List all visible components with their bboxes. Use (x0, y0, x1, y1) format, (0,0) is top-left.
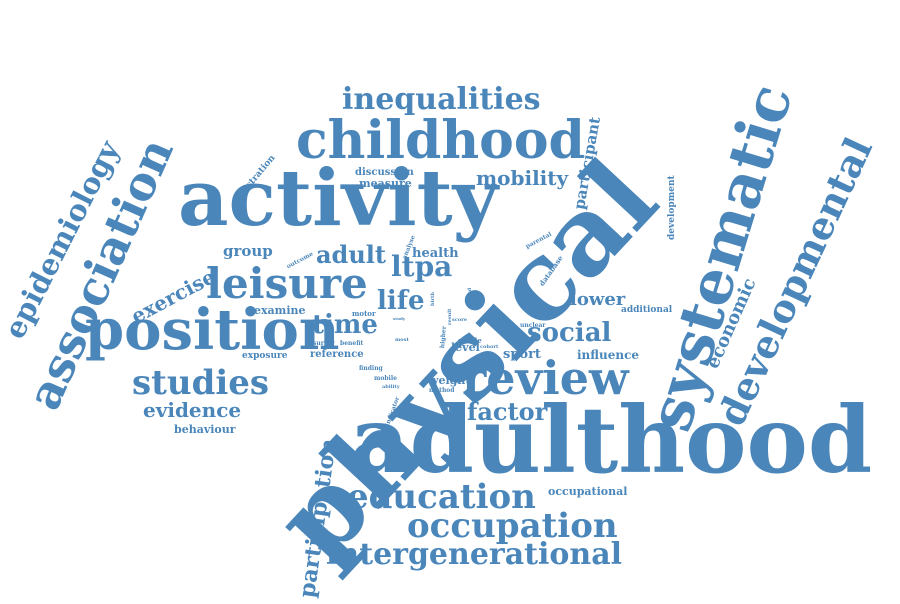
word-benefit: benefit (340, 340, 364, 347)
word-review: review (462, 351, 629, 405)
word-stable: stable (458, 336, 482, 345)
word-lower: lower (570, 289, 626, 310)
word-position: position (85, 297, 340, 363)
word-evidence: evidence (143, 398, 242, 422)
word-group: group (223, 242, 273, 260)
word-sport: sport (503, 347, 541, 362)
word-method: method (429, 387, 455, 394)
word-mobility: mobility (476, 166, 569, 190)
word-ltpa: ltpa (391, 250, 453, 283)
word-social: social (527, 318, 612, 348)
word-life: life (377, 286, 425, 316)
word-gene: gene (490, 317, 504, 323)
word-studies: studies (132, 363, 270, 403)
word-stud: stud (467, 287, 473, 300)
word-motor: motor (352, 309, 376, 318)
word-examine: examine (254, 304, 306, 317)
word-unclear: unclear (520, 322, 546, 329)
word-measure: measure (359, 177, 412, 190)
word-time: time (312, 310, 378, 340)
word-factor: factor (467, 397, 548, 426)
word-inequalities: inequalities (342, 82, 541, 117)
word-mobile: mobile (374, 375, 397, 382)
word-finding: finding (359, 365, 383, 372)
word-ability: ability (382, 384, 400, 390)
word-childhood: childhood (296, 110, 585, 171)
word-study: study (393, 316, 406, 321)
word-result: result (447, 308, 453, 325)
word-occupation: occupation (407, 506, 618, 546)
word-discussion: discussion (355, 167, 414, 178)
word-weight: weight (429, 374, 471, 387)
word-activity: activity (178, 153, 498, 244)
word-development: development (667, 175, 677, 240)
word-education: education (347, 477, 536, 517)
word-intergenerational: intergenerational (326, 537, 623, 572)
word-influence: influence (577, 348, 640, 362)
word-reference: reference (310, 349, 364, 360)
word-most: most (395, 337, 409, 343)
word-cohort: cohort (480, 344, 499, 350)
word-exposure: exposure (242, 351, 288, 361)
word-survey: survey (313, 340, 335, 347)
word-level: level (451, 341, 480, 354)
word-behaviour: behaviour (174, 423, 236, 436)
word-occupational: occupational (548, 485, 628, 498)
word-leisure: leisure (206, 259, 368, 308)
word-score: score (452, 317, 468, 323)
word-adulthood: adulthood (350, 386, 873, 494)
word-additional: additional (621, 305, 673, 315)
word-birth: birth (430, 292, 436, 306)
word-health: health (412, 246, 459, 261)
word-adult: adult (316, 240, 386, 269)
